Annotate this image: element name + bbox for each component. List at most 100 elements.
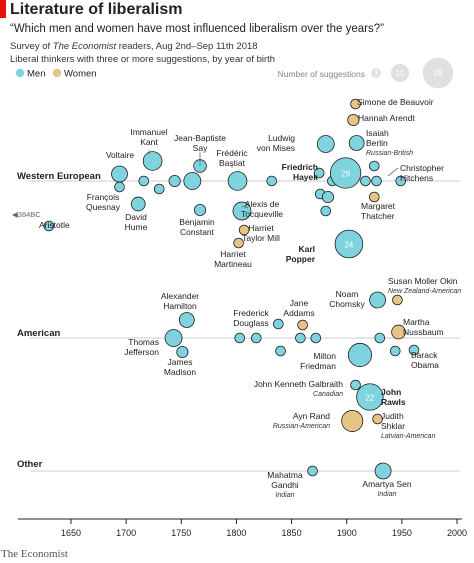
x-tick-label-1800: 1800 bbox=[226, 528, 246, 538]
bubble-western-european-17 bbox=[313, 167, 325, 179]
label-gandhi-line-2: Gandhi bbox=[271, 480, 299, 490]
label-friedman-line-2: Friedman bbox=[300, 361, 336, 371]
label-say-line-2: Say bbox=[193, 143, 208, 153]
bubble-ayn-rand bbox=[341, 410, 364, 432]
label-hitchens-line-2: Hitchens bbox=[400, 173, 433, 183]
label-obama-line-1: Barack bbox=[411, 350, 438, 360]
label-berlin-line-2: Berlin bbox=[366, 138, 388, 148]
bubble-value-john-rawls: 22 bbox=[365, 394, 374, 403]
label-hume-line-1: David bbox=[125, 212, 147, 222]
category-label-western-european: Western European bbox=[17, 171, 101, 182]
bubble-american-8 bbox=[295, 332, 306, 344]
legend-size-circle-3 bbox=[371, 68, 381, 78]
bubble-jane-addams bbox=[297, 319, 308, 331]
label-galbraith-line-1: John Kenneth Galbraith bbox=[254, 379, 344, 389]
survey-note: Survey of The Economist readers, Aug 2nd… bbox=[10, 41, 258, 52]
label-aristotle-line-1: Aristotle bbox=[39, 220, 70, 230]
bubble-immanuel-kant bbox=[142, 151, 163, 171]
category-label-other: Other bbox=[17, 459, 43, 470]
bubble-american-9 bbox=[310, 332, 322, 344]
chart-subtitle: “Which men and women have most influence… bbox=[10, 23, 384, 35]
bubble-christopher-hitchens bbox=[395, 175, 407, 187]
label-jefferson-line-1: Thomas bbox=[128, 337, 159, 347]
bubble-isaiah-berlin bbox=[348, 135, 365, 151]
bubble-hannah-arendt bbox=[347, 113, 360, 127]
label-gandhi-note: Indian bbox=[275, 492, 294, 499]
bubble-james-madison bbox=[176, 345, 189, 359]
label-jefferson-line-2: Jefferson bbox=[124, 347, 159, 357]
legend-size-value-10: 10 bbox=[396, 69, 405, 78]
source-footer: The Economist bbox=[1, 548, 68, 560]
label-bastiat-line-1: Frédéric bbox=[216, 148, 248, 158]
bubble-american-5 bbox=[273, 318, 284, 330]
label-madison-line-1: James bbox=[167, 357, 192, 367]
label-berlin-line-1: Isaiah bbox=[366, 128, 389, 138]
label-martineau-line-2: Martineau bbox=[214, 259, 252, 269]
x-tick-label-2000: 2000 bbox=[447, 528, 467, 538]
bubble-mahatma-gandhi bbox=[307, 465, 318, 477]
bubble-american-15 bbox=[389, 345, 401, 357]
legend-men-label: Men bbox=[27, 69, 45, 80]
bubble-western-european-20 bbox=[321, 190, 335, 204]
bubble-noam-chomsky bbox=[369, 291, 386, 309]
x-tick-label-1750: 1750 bbox=[171, 528, 191, 538]
bubble-benjamin-constant bbox=[193, 203, 207, 217]
chart-description: Liberal thinkers with three or more sugg… bbox=[10, 54, 276, 65]
leader-hitchens bbox=[387, 167, 399, 177]
bubble-harriet-taylor-mill bbox=[238, 224, 250, 236]
bubble-martha-nussbaum bbox=[391, 324, 406, 340]
label-shklar-line-2: Shklar bbox=[381, 421, 405, 431]
label-friedman-line-1: Milton bbox=[313, 351, 336, 361]
bubble-amartya-sen bbox=[374, 462, 392, 480]
legend-size-circle-10 bbox=[391, 64, 409, 82]
label-rawls-line-2: Rawls bbox=[381, 397, 406, 407]
label-berlin-note: Russian-British bbox=[366, 150, 413, 157]
x-tick-label-1700: 1700 bbox=[116, 528, 136, 538]
label-addams-line-1: Jane bbox=[290, 298, 309, 308]
bubble-american-16 bbox=[374, 332, 386, 344]
bubble-american-6 bbox=[275, 345, 286, 357]
legend-size-value-29: 29 bbox=[434, 69, 443, 78]
label-quesnay-line-1: François bbox=[87, 192, 120, 202]
label-mises-line-2: von Mises bbox=[257, 143, 295, 153]
offscale-marker-384bc: ◀384BC bbox=[12, 210, 41, 219]
label-quesnay-line-2: Quesnay bbox=[86, 202, 121, 212]
legend-size-title: Number of suggestions bbox=[278, 69, 365, 79]
red-accent-bar bbox=[0, 0, 6, 18]
label-thatcher-line-1: Margaret bbox=[361, 201, 396, 211]
legend-women-label: Women bbox=[64, 69, 97, 80]
label-shklar-line-1: Judith bbox=[381, 411, 404, 421]
legend-size-value-3: 3 bbox=[374, 69, 379, 78]
label-obama-line-2: Obama bbox=[411, 360, 439, 370]
label-constant-line-1: Benjamin bbox=[179, 217, 215, 227]
label-chomsky-line-1: Noam bbox=[336, 289, 359, 299]
bubble-david-hume bbox=[130, 196, 146, 212]
bubble-western-european-6 bbox=[153, 183, 165, 195]
label-madison-line-2: Madison bbox=[164, 367, 196, 377]
label-douglass-line-2: Douglass bbox=[233, 318, 268, 328]
label-rand-line-1: Ayn Rand bbox=[293, 411, 330, 421]
bubble-value-friedrich-hayek: 29 bbox=[341, 170, 350, 179]
bubble-voltaire bbox=[111, 165, 128, 183]
label-hitchens-line-1: Christopher bbox=[400, 163, 444, 173]
bubble-western-european-28 bbox=[371, 175, 382, 187]
label-douglass-line-1: Frederick bbox=[233, 308, 269, 318]
label-hayek-line-2: Hayek bbox=[293, 172, 318, 182]
label-sen-line-1: Amartya Sen bbox=[362, 479, 411, 489]
label-rand-note: Russian-American bbox=[273, 423, 330, 430]
bubble-american-3 bbox=[234, 332, 246, 344]
bubble-barack-obama bbox=[408, 344, 420, 356]
label-nussbaum-line-1: Martha bbox=[403, 317, 430, 327]
label-okin-line-1: Susan Moller Okin bbox=[388, 276, 458, 286]
label-hamilton-line-1: Alexander bbox=[161, 291, 199, 301]
bubble-western-european-5 bbox=[138, 175, 150, 187]
bubble-value-karl-popper: 24 bbox=[344, 241, 353, 250]
label-hayek-line-1: Friedrich bbox=[282, 162, 318, 172]
label-bastiat-line-2: Bastiat bbox=[219, 158, 246, 168]
bubble-harriet-martineau bbox=[233, 237, 244, 249]
bubble-john-kenneth-galbraith bbox=[350, 379, 361, 391]
bubble-alexander-hamilton bbox=[178, 312, 195, 328]
label-voltaire-line-1: Voltaire bbox=[106, 150, 135, 160]
bubble-thomas-jefferson bbox=[164, 329, 183, 347]
